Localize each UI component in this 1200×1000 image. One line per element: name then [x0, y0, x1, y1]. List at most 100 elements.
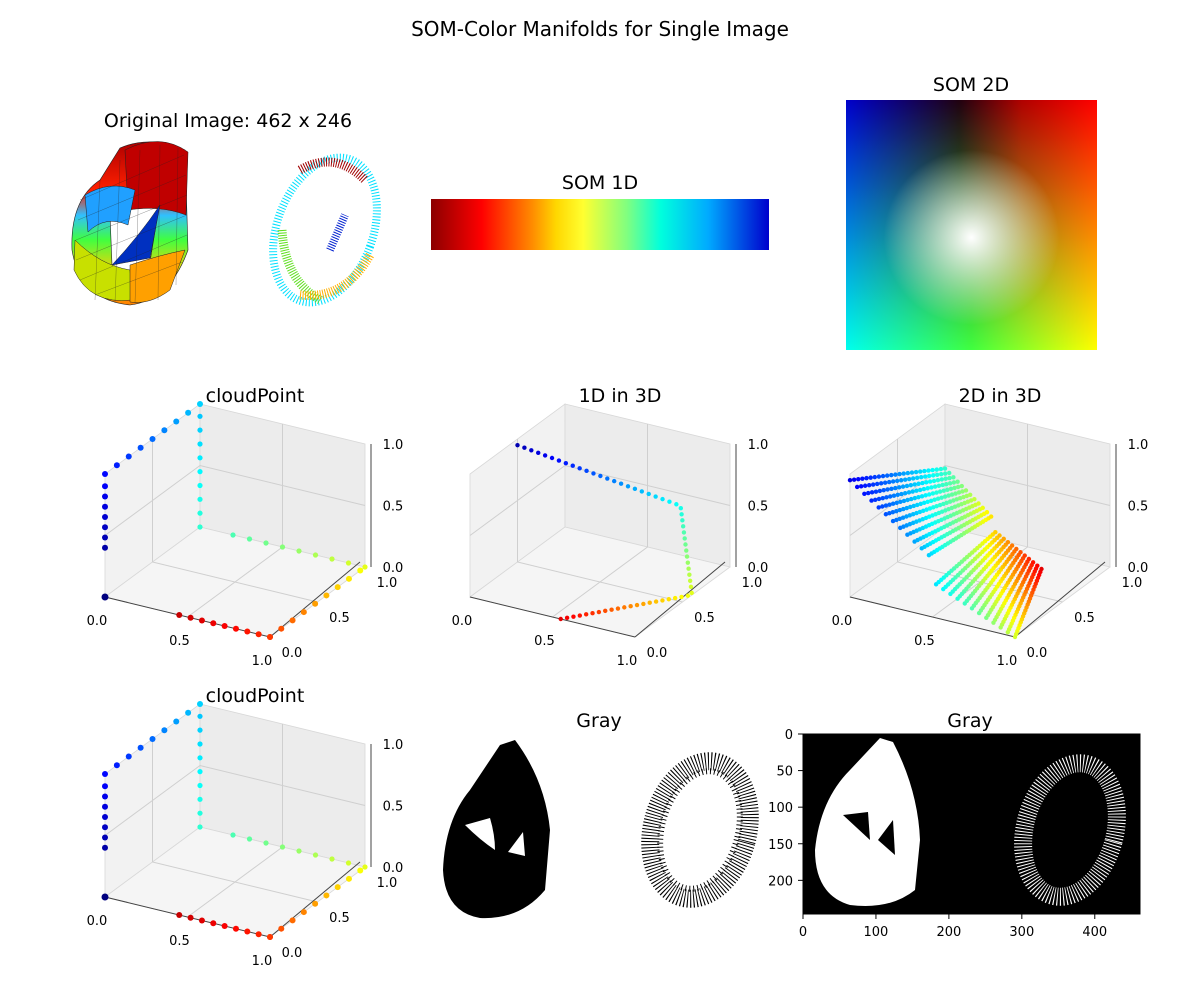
axis-x [104, 896, 271, 938]
data-point [230, 832, 236, 838]
data-point [956, 490, 962, 495]
data-point [684, 548, 689, 553]
x-tick-label: 0.0 [832, 614, 853, 629]
data-point [972, 496, 977, 502]
data-point [919, 494, 925, 499]
data-point [618, 481, 624, 486]
data-point [362, 864, 368, 870]
data-point [890, 501, 896, 506]
data-point [940, 482, 945, 488]
data-point [931, 505, 936, 510]
data-point [584, 468, 589, 474]
data-point [927, 479, 933, 484]
data-point [869, 498, 874, 503]
grid-line-z [104, 764, 366, 836]
data-point [529, 448, 534, 453]
data-point [862, 491, 867, 496]
data-point [244, 928, 251, 935]
data-point [924, 507, 929, 512]
data-point [646, 491, 651, 497]
panel-title-original: Original Image: 462 x 246 [104, 110, 352, 132]
data-point [102, 771, 108, 777]
data-point [685, 560, 691, 565]
data-point [860, 476, 865, 481]
data-point [893, 472, 898, 477]
data-point [678, 506, 684, 511]
data-point [856, 476, 861, 482]
data-point [102, 834, 108, 841]
data-point [891, 493, 897, 498]
data-point [279, 544, 286, 550]
data-point [909, 470, 915, 475]
data-point [905, 470, 911, 476]
data-point [959, 483, 964, 489]
y-tick-label: 100 [768, 801, 793, 816]
z-tick-label: 1.0 [383, 438, 404, 453]
data-point [357, 867, 364, 874]
data-point [913, 469, 919, 475]
data-point [938, 471, 944, 477]
data-point [102, 524, 108, 531]
x-tick-label: 0.0 [87, 614, 108, 629]
data-point [937, 489, 943, 494]
data-point [102, 493, 108, 500]
som-2d-center-glow [846, 100, 1097, 350]
data-point [902, 490, 908, 496]
data-point [312, 852, 319, 858]
data-point [883, 503, 889, 508]
data-point [955, 484, 961, 490]
panel-title-gray-1: Gray [576, 710, 621, 732]
data-point [941, 501, 946, 507]
data-point [894, 500, 899, 505]
data-point [682, 536, 687, 541]
data-point [1035, 563, 1040, 568]
z-tick-label: 1.0 [1128, 438, 1149, 453]
data-point [198, 617, 205, 624]
data-point [679, 512, 684, 517]
data-point [943, 476, 948, 481]
data-point [963, 488, 969, 493]
data-point [197, 455, 203, 461]
data-point [921, 508, 926, 513]
data-point [672, 595, 678, 601]
x-tick-label: 0.0 [452, 614, 473, 629]
data-point [906, 476, 912, 482]
data-point [296, 548, 302, 554]
y-tick-label: 200 [768, 874, 793, 889]
data-point [952, 485, 957, 491]
data-point [866, 490, 871, 496]
data-point [938, 466, 944, 472]
data-point [1009, 543, 1015, 548]
data-point [101, 593, 109, 601]
data-point [904, 483, 910, 489]
data-point [289, 617, 296, 624]
data-point [894, 517, 899, 523]
x-tick-label: 0.5 [914, 634, 935, 649]
data-point [210, 920, 217, 927]
data-point [244, 628, 251, 635]
z-tick-label: 0.5 [383, 800, 404, 815]
data-point [556, 458, 562, 463]
data-point [936, 483, 942, 488]
data-point [674, 502, 679, 507]
data-point [980, 505, 985, 511]
data-point [125, 753, 132, 760]
z-tick-label: 0.5 [1128, 500, 1149, 515]
y-tick-label: 0.5 [694, 611, 715, 626]
data-point [876, 505, 881, 510]
data-point [1030, 560, 1036, 565]
y-tick-label: 1.0 [742, 576, 763, 591]
data-point [1018, 550, 1023, 555]
data-point [922, 468, 927, 474]
data-point [908, 482, 914, 488]
data-point [927, 506, 933, 511]
data-point [854, 484, 860, 490]
data-point [312, 600, 319, 607]
data-point [923, 493, 928, 498]
data-point [897, 516, 902, 521]
data-point [577, 466, 582, 471]
panel-som-1d: SOM 1D [431, 172, 769, 250]
data-point [939, 495, 944, 500]
data-point [949, 492, 955, 497]
data-point [922, 474, 928, 479]
